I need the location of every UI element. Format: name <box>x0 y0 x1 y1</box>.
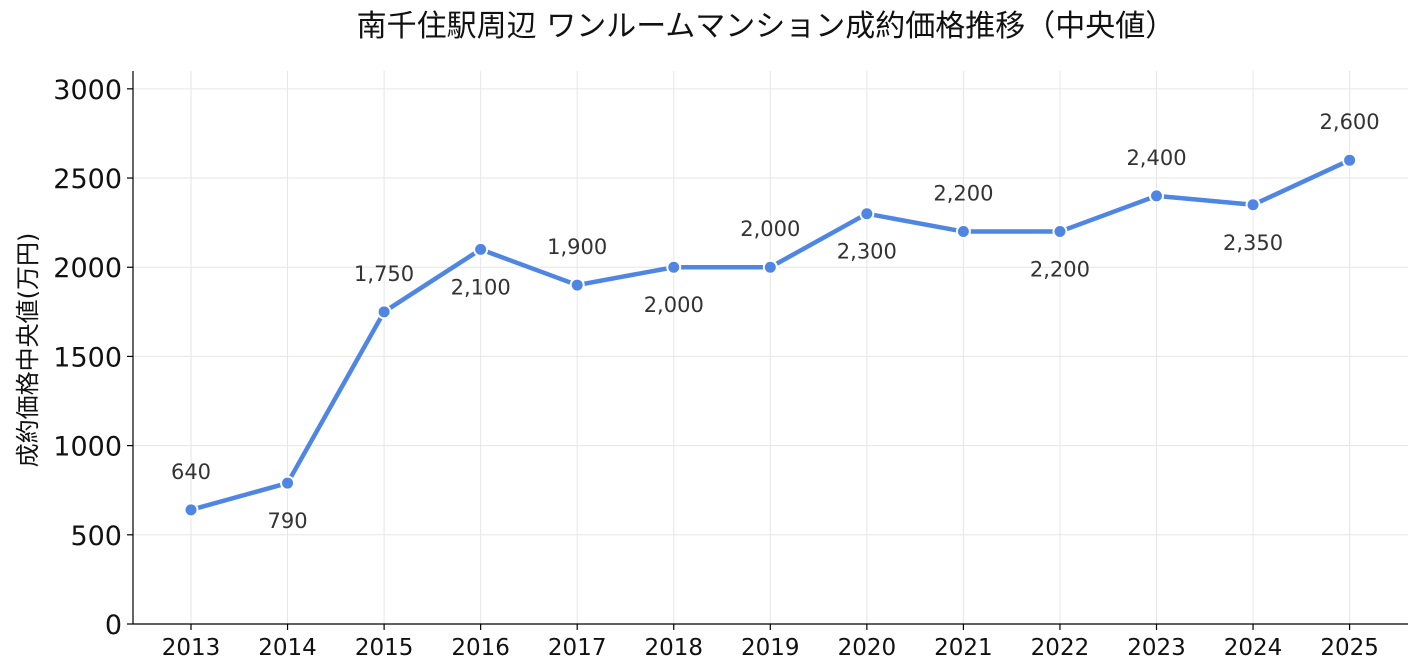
x-tick-label: 2014 <box>258 635 317 661</box>
x-tick-label: 2017 <box>548 635 607 661</box>
y-axis-label: 成約価格中央値(万円) <box>14 233 42 468</box>
y-tick-label: 3000 <box>53 75 122 106</box>
data-point <box>473 241 489 257</box>
data-label: 2,200 <box>1030 258 1090 282</box>
data-label: 2,400 <box>1126 146 1186 170</box>
data-point <box>1052 224 1068 240</box>
data-point <box>762 259 778 275</box>
x-tick-label: 2020 <box>838 635 897 661</box>
y-ticks: 0 500 1000 1500 2000 2500 3000 <box>53 75 133 641</box>
data-label: 1,900 <box>547 235 607 259</box>
x-tick-label: 2023 <box>1127 635 1186 661</box>
y-tick-label: 1500 <box>53 342 122 373</box>
y-tick-label: 2000 <box>53 253 122 284</box>
y-tick-label: 500 <box>70 521 122 552</box>
data-point <box>955 224 971 240</box>
x-tick-label: 2024 <box>1224 635 1283 661</box>
data-label: 2,200 <box>933 182 993 206</box>
x-tick-label: 2025 <box>1320 635 1379 661</box>
data-point <box>859 206 875 222</box>
data-point <box>1342 152 1358 168</box>
x-tick-label: 2016 <box>451 635 510 661</box>
x-tick-label: 2018 <box>644 635 703 661</box>
data-point <box>666 259 682 275</box>
grid <box>133 71 1408 625</box>
data-label: 2,600 <box>1320 110 1380 134</box>
y-tick-label: 0 <box>105 610 122 641</box>
data-label: 640 <box>171 460 211 484</box>
data-label: 2,000 <box>644 293 704 317</box>
data-point <box>280 475 296 491</box>
data-point <box>183 502 199 518</box>
data-point <box>1149 188 1164 204</box>
data-point <box>569 277 585 293</box>
x-tick-label: 2015 <box>355 635 414 661</box>
x-tick-label: 2021 <box>934 635 993 661</box>
data-label: 1,750 <box>354 262 414 286</box>
data-labels: 640 790 1,750 2,100 1,900 2,000 2,000 2,300 2,20… <box>171 110 1380 533</box>
chart-title: 南千住駅周辺 ワンルームマンション成約価格推移（中央値） <box>357 9 1176 44</box>
x-tick-label: 2019 <box>741 635 800 661</box>
y-tick-label: 2500 <box>53 164 122 195</box>
x-tick-label: 2022 <box>1031 635 1090 661</box>
y-tick-label: 1000 <box>53 432 122 463</box>
data-label: 790 <box>268 509 308 533</box>
data-label: 2,350 <box>1223 231 1283 255</box>
data-point <box>376 304 392 320</box>
data-label: 2,100 <box>451 275 511 299</box>
series <box>183 152 1358 518</box>
x-tick-label: 2013 <box>162 635 221 661</box>
data-point <box>1245 197 1261 213</box>
data-label: 2,300 <box>837 240 897 264</box>
data-label: 2,000 <box>740 217 800 241</box>
x-ticks: 2013 2014 2015 2016 2017 2018 2019 2020 2021 2022… <box>162 624 1379 661</box>
